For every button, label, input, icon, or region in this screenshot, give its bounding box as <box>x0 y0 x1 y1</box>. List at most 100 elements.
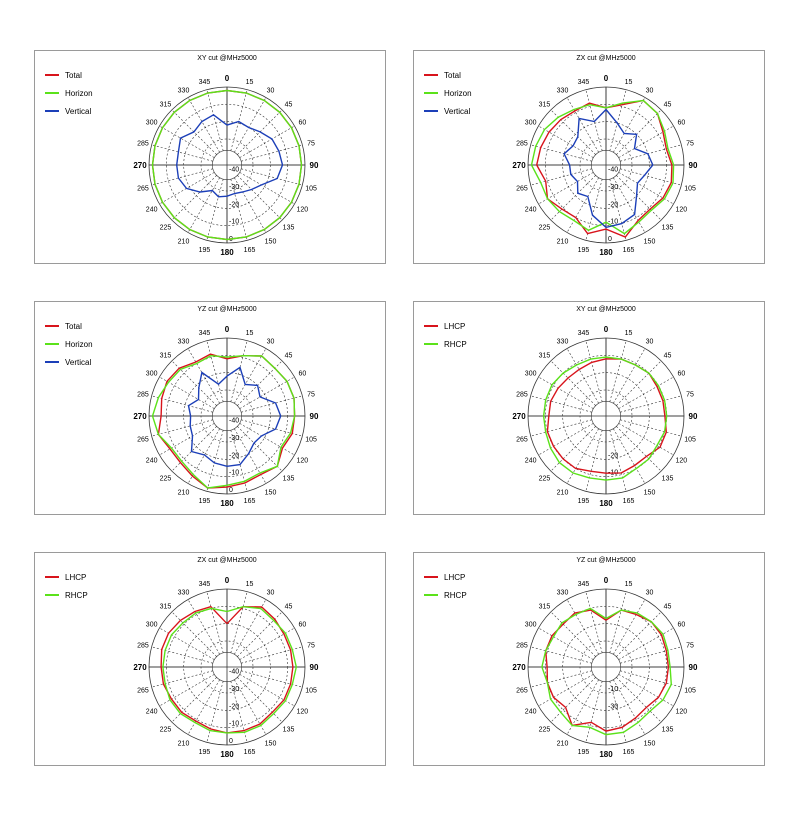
angle-label: 105 <box>305 437 317 444</box>
angle-label: 225 <box>539 727 551 734</box>
grid-spoke <box>550 611 596 657</box>
angle-label: 75 <box>686 642 694 649</box>
radial-label: -40 <box>608 167 618 174</box>
angle-label: 285 <box>516 391 528 398</box>
polar-plot-5: YZ cut @MHz5000 0 15 30 45 60 75 90 105 120 135 150… <box>424 557 698 759</box>
grid-spoke <box>609 430 627 492</box>
legend-label: Total <box>444 71 461 80</box>
grid-spoke <box>159 125 215 158</box>
grid-spoke <box>616 109 662 155</box>
grid-spoke <box>538 423 594 456</box>
series-line <box>544 609 670 732</box>
grid-spoke <box>616 360 662 406</box>
angle-label: 120 <box>676 709 688 716</box>
grid-spoke <box>530 395 592 413</box>
angle-label: 150 <box>644 489 656 496</box>
grid-spoke <box>241 168 303 186</box>
radial-label: -20 <box>229 452 239 459</box>
angle-label: 300 <box>146 622 158 629</box>
angle-label: 120 <box>676 207 688 214</box>
radial-label: -40 <box>229 669 239 676</box>
grid-spoke <box>609 340 627 402</box>
angle-label: 45 <box>664 603 672 610</box>
angle-label: 90 <box>310 161 319 170</box>
angle-label: 90 <box>689 663 698 672</box>
legend-label: LHCP <box>444 573 465 582</box>
angle-label: 330 <box>557 88 569 95</box>
angle-label: 270 <box>512 412 526 421</box>
angle-label: 15 <box>246 581 254 588</box>
angle-label: 165 <box>623 498 635 505</box>
angle-label: 105 <box>684 437 696 444</box>
grid-spoke <box>616 677 662 723</box>
grid-spoke <box>585 591 603 653</box>
radial-label: 0 <box>608 236 612 243</box>
radial-label: -10 <box>608 219 618 226</box>
grid-spoke <box>550 109 596 155</box>
angle-label: 75 <box>307 391 315 398</box>
angle-label: 75 <box>686 391 694 398</box>
angle-label: 150 <box>265 740 277 747</box>
angle-label: 315 <box>539 352 551 359</box>
grid-spoke <box>159 423 215 456</box>
angle-label: 75 <box>307 642 315 649</box>
grid-spoke <box>613 679 646 735</box>
angle-label: 315 <box>539 603 551 610</box>
angle-label: 285 <box>137 140 149 147</box>
angle-label: 285 <box>137 391 149 398</box>
angle-label: 75 <box>686 140 694 147</box>
angle-label: 265 <box>516 186 528 193</box>
angle-label: 60 <box>298 622 306 629</box>
angle-label: 225 <box>539 476 551 483</box>
polar-chart-yz-cut-cp: YZ cut @MHz5000 0 15 30 45 60 75 90 105 120 135 150… <box>413 552 765 766</box>
angle-label: 15 <box>625 330 633 337</box>
angle-label: 285 <box>516 140 528 147</box>
grid-spoke <box>187 679 220 735</box>
angle-label: 225 <box>539 225 551 232</box>
angle-label: 345 <box>578 581 590 588</box>
grid-spoke <box>620 646 682 664</box>
grid-spoke <box>620 144 682 162</box>
grid-spoke <box>159 376 215 409</box>
series-line <box>162 605 298 734</box>
angle-label: 345 <box>199 79 211 86</box>
angle-label: 30 <box>646 88 654 95</box>
angle-label: 0 <box>225 74 230 83</box>
angle-label: 45 <box>664 101 672 108</box>
grid-spoke <box>566 177 599 233</box>
angle-label: 330 <box>557 590 569 597</box>
radial-label: -40 <box>229 418 239 425</box>
angle-label: 0 <box>604 325 609 334</box>
grid-spoke <box>566 599 599 655</box>
series-line <box>151 354 296 489</box>
chart-title: XY cut @MHz5000 <box>576 306 636 313</box>
grid-spoke <box>585 340 603 402</box>
grid-spoke <box>159 674 215 707</box>
legend-label: Vertical <box>65 358 91 367</box>
grid-spoke <box>550 360 596 406</box>
angle-label: 240 <box>146 709 158 716</box>
grid-spoke <box>171 175 217 221</box>
angle-label: 135 <box>283 476 295 483</box>
angle-label: 45 <box>285 101 293 108</box>
angle-label: 180 <box>220 248 234 257</box>
grid-spoke <box>538 125 594 158</box>
angle-label: 195 <box>199 498 211 505</box>
grid-spoke <box>241 144 303 162</box>
angle-label: 180 <box>599 248 613 257</box>
polar-plot-1: ZX cut @MHz5000 0 15 30 45 60 75 90 105 120 135 150… <box>424 55 698 257</box>
angle-label: 180 <box>220 750 234 759</box>
grid-spoke <box>206 681 224 743</box>
angle-label: 225 <box>160 727 172 734</box>
angle-label: 270 <box>133 412 147 421</box>
angle-label: 135 <box>283 225 295 232</box>
grid-spoke <box>613 97 646 153</box>
angle-label: 105 <box>684 186 696 193</box>
legend-label: Vertical <box>65 107 91 116</box>
legend-label: RHCP <box>444 340 467 349</box>
angle-label: 195 <box>578 749 590 756</box>
grid-spoke <box>618 376 674 409</box>
angle-label: 270 <box>512 663 526 672</box>
grid-spoke <box>206 591 224 653</box>
angle-label: 60 <box>677 622 685 629</box>
